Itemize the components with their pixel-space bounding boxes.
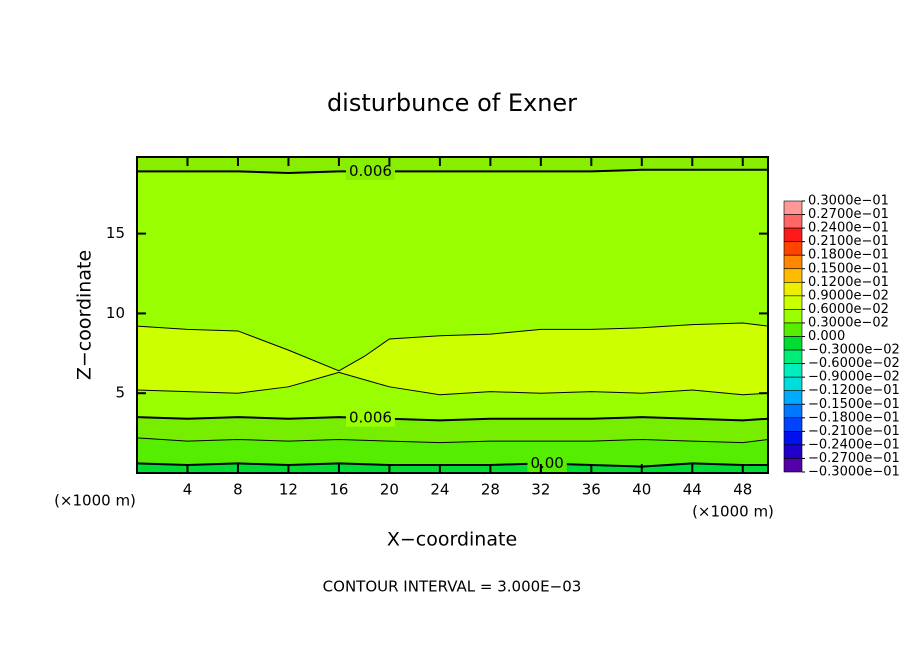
colorbar-band [783,200,803,215]
x-tick-label: 12 [279,481,298,499]
colorbar-tick-label: −0.2100e−01 [808,424,900,439]
chart-title: disturbunce of Exner [327,89,577,117]
colorbar-band [783,254,803,270]
colorbar-tick-label: 0.9000e−02 [808,288,889,303]
colorbar-tick-label: 0.3000e−01 [808,194,889,209]
contour-line [137,462,768,468]
x-tick-label: 48 [733,481,752,499]
x-unit: (×1000 m) [692,503,774,521]
y-tick-label: 15 [106,224,125,242]
contour-line [137,322,768,372]
colorbar-tick-label: −0.1500e−01 [808,397,900,412]
contour-lines: 0.00 0.006 0.006 [137,161,768,473]
contour-label: 0.00 [530,454,563,472]
colorbar-band [783,295,803,310]
colorbar-tick-label: 0.1500e−01 [808,261,889,276]
colorbar-band [783,363,803,378]
colorbar-tick-label: −0.1200e−01 [808,383,900,398]
x-tick-label: 40 [632,481,651,499]
contour-field [137,157,768,473]
x-tick-label: 36 [582,481,601,499]
x-tick-label: 4 [183,481,193,499]
colorbar-band [783,336,803,351]
colorbar-tick-label: 0.2700e−01 [808,207,889,222]
colorbar-tick-label: −0.1800e−01 [808,410,900,425]
colorbar-tick-label: −0.3000e−01 [808,465,900,480]
colorbar-band [783,458,803,473]
contour-label-bg [527,454,567,473]
y-axis-label: Z−coordinate [74,250,96,380]
colorbar-tick-label: 0.2400e−01 [808,221,889,236]
colorbar-band [783,214,803,229]
x-unit: (×1000 m) [54,492,136,510]
colorbar-tick-label: 0.1800e−01 [808,248,889,263]
colorbar-tick-label: 0.2100e−01 [808,234,889,249]
colorbar-tick-label: −0.6000e−02 [808,356,900,371]
y-tick-label: 5 [115,384,125,402]
contour-label-bg [345,408,395,427]
contour-label-bg [345,161,395,180]
contour-line [137,168,768,174]
colorbar-band [783,376,803,391]
colorbar-tick-label: 0.1200e−01 [808,275,889,290]
colorbar-tick-label: −0.2400e−01 [808,437,900,452]
x-tick-label: 44 [683,481,702,499]
colorbar-tick-label: 0.000 [808,329,845,344]
x-tick-label: 8 [233,481,243,499]
contour-label: 0.006 [349,409,392,427]
colorbar-band [783,349,803,364]
x-axis-label: X−coordinate [387,529,517,551]
colorbar-tick-label: −0.9000e−02 [808,370,900,385]
y-tick-label: 10 [106,304,125,322]
colorbar-band [783,309,803,324]
x-tick-label: 24 [430,481,449,499]
x-tick-label: 16 [329,481,348,499]
colorbar-band [783,227,803,242]
colorbar-band [783,281,803,297]
contour-line [137,437,768,444]
colorbar-tick-label: 0.3000e−02 [808,315,889,330]
plot-frame [136,156,769,474]
colorbar-band [783,322,803,337]
footer-note: CONTOUR INTERVAL = 3.000E−03 [323,578,582,596]
colorbar-tick-label: −0.2700e−01 [808,451,900,466]
colorbar-band [783,390,803,405]
x-tick-label: 20 [380,481,399,499]
contour-line [137,416,768,422]
colorbar-band [783,444,803,459]
colorbar-tick-label: −0.3000e−02 [808,343,900,358]
contour-label: 0.006 [349,162,392,180]
colorbar-band [783,431,803,446]
contour-line [137,371,768,396]
colorbar-band [783,403,803,419]
colorbar-tick-label: 0.6000e−02 [808,302,889,317]
x-tick-label: 32 [531,481,550,499]
colorbar-band [783,268,803,283]
contour-band [137,157,768,173]
x-tick-label: 28 [481,481,500,499]
contour-band [137,157,768,371]
colorbar-band [783,241,803,256]
colorbar-band [783,417,803,432]
